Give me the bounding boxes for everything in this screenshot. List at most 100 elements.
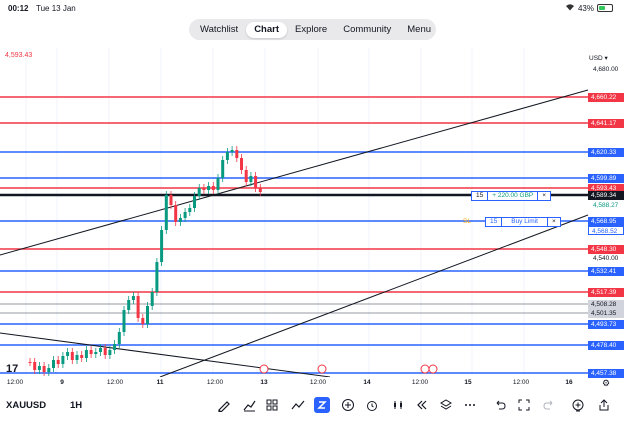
price-label: 4,517.39 (588, 287, 624, 297)
share-icon[interactable] (596, 397, 612, 413)
tab-menu[interactable]: Menu (407, 23, 432, 35)
price-label: 4,548.30 (588, 244, 624, 254)
rewind-icon[interactable] (414, 397, 430, 413)
candle-body (122, 310, 126, 332)
tab-community[interactable]: Community (343, 23, 392, 35)
time-axis[interactable]: 12:00 9 12:00 11 12:00 13 12:00 14 12:00 15 12:00 1… (0, 377, 625, 391)
battery-icon (597, 4, 613, 12)
candle-body (84, 350, 88, 358)
undo-icon[interactable] (492, 397, 508, 413)
trendline-lower (159, 214, 589, 377)
candle-body (197, 188, 201, 196)
position-tag[interactable]: 15 + 220.00 GBP × (471, 191, 552, 201)
price-label: 4,641.17 (588, 118, 624, 128)
price-label: 4,589.34 (588, 190, 624, 200)
time-tick: 14 (363, 379, 371, 386)
indicators-icon[interactable] (241, 397, 257, 413)
candle-body (61, 356, 65, 364)
buy-limit-tag[interactable]: 15 Buy Limit × (485, 217, 561, 227)
time-tick: 12:00 (512, 379, 530, 386)
add-alert-icon[interactable] (570, 397, 586, 413)
time-tick: 15 (464, 379, 472, 386)
grid-icon[interactable] (264, 397, 280, 413)
candle-body (249, 176, 253, 182)
candle-body (188, 208, 192, 212)
candle-body (80, 355, 84, 358)
redo-icon[interactable] (541, 397, 557, 413)
status-date: Tue 13 Jan (36, 4, 76, 13)
limit-close-icon[interactable]: × (546, 218, 560, 226)
candle-body (230, 150, 234, 152)
price-chart[interactable]: 17 (0, 48, 625, 377)
more-icon[interactable] (462, 397, 478, 413)
candle-body (131, 296, 135, 300)
trendline-descending (0, 332, 331, 377)
stop-loss-tag[interactable]: SL (463, 218, 471, 225)
candle-body (155, 262, 159, 292)
candle-body (244, 170, 248, 182)
candle-body (178, 218, 182, 222)
event-marker-icon (428, 364, 438, 374)
battery-percent: 43% (577, 3, 594, 13)
symbol-button[interactable]: XAUUSD (6, 400, 47, 411)
fullscreen-icon[interactable] (516, 397, 532, 413)
status-indicators: 43% (565, 3, 613, 13)
candle-body (211, 186, 215, 190)
time-tick: 12:00 (411, 379, 429, 386)
status-time: 00:12 (8, 4, 29, 13)
candle-body (89, 350, 93, 354)
price-label: 4,457.38 (588, 368, 624, 378)
add-icon[interactable] (340, 397, 356, 413)
candle-body (117, 332, 121, 344)
currency-dropdown[interactable]: USD ▾ (589, 54, 608, 62)
candle-body (141, 318, 145, 324)
time-tick: 9 (60, 379, 64, 386)
tab-chart[interactable]: Chart (246, 21, 287, 38)
candle-body (103, 348, 107, 355)
tradingview-logo: 17 (6, 363, 18, 375)
candle-body (94, 352, 98, 354)
tab-explore[interactable]: Explore (295, 23, 328, 35)
candle-body (127, 300, 131, 310)
pencil-icon[interactable] (216, 397, 232, 413)
candle-body (37, 366, 41, 370)
interval-button[interactable]: 1H (70, 400, 83, 411)
candle-body (235, 150, 239, 158)
candle-body (66, 352, 70, 356)
price-label: 4,593.43 (588, 183, 624, 193)
brand-icon[interactable] (314, 397, 330, 413)
price-label: 4,540.00 (593, 255, 619, 262)
candle-body (75, 355, 79, 360)
candle-body (240, 158, 243, 170)
price-label: 4,568.52 (588, 225, 624, 235)
alarm-icon[interactable] (364, 397, 380, 413)
candle-body (193, 196, 196, 208)
trendline-upper (0, 89, 589, 256)
price-label: 4,532.41 (588, 266, 624, 276)
position-qty: 15 (476, 192, 484, 199)
position-pnl: + 220.00 GBP (487, 192, 537, 200)
settings-gear-icon[interactable]: ⚙ (602, 378, 611, 388)
session-high-label: 4,593.43 (5, 52, 33, 59)
candle-body (254, 176, 258, 188)
candle-body (183, 212, 187, 218)
axis-top-price: 4,680.00 (593, 66, 619, 73)
candle-body (56, 360, 60, 364)
candle-body (28, 362, 32, 363)
layers-icon[interactable] (438, 397, 454, 413)
candle-body (47, 368, 51, 372)
tab-watchlist[interactable]: Watchlist (200, 23, 239, 35)
candle-body (202, 188, 206, 190)
price-label: 4,478.40 (588, 340, 624, 350)
candle-body (225, 152, 229, 160)
price-label: 4,508.28 (588, 299, 624, 309)
price-label: 4,599.89 (588, 173, 624, 183)
trend-icon[interactable] (290, 397, 306, 413)
position-close-icon[interactable]: × (537, 192, 550, 200)
candle-body (169, 195, 173, 205)
candle-body (108, 350, 112, 355)
candle-body (164, 195, 168, 230)
bar-icon[interactable] (390, 397, 406, 413)
candle-body (207, 186, 211, 190)
price-label: 4,620.33 (588, 147, 624, 157)
